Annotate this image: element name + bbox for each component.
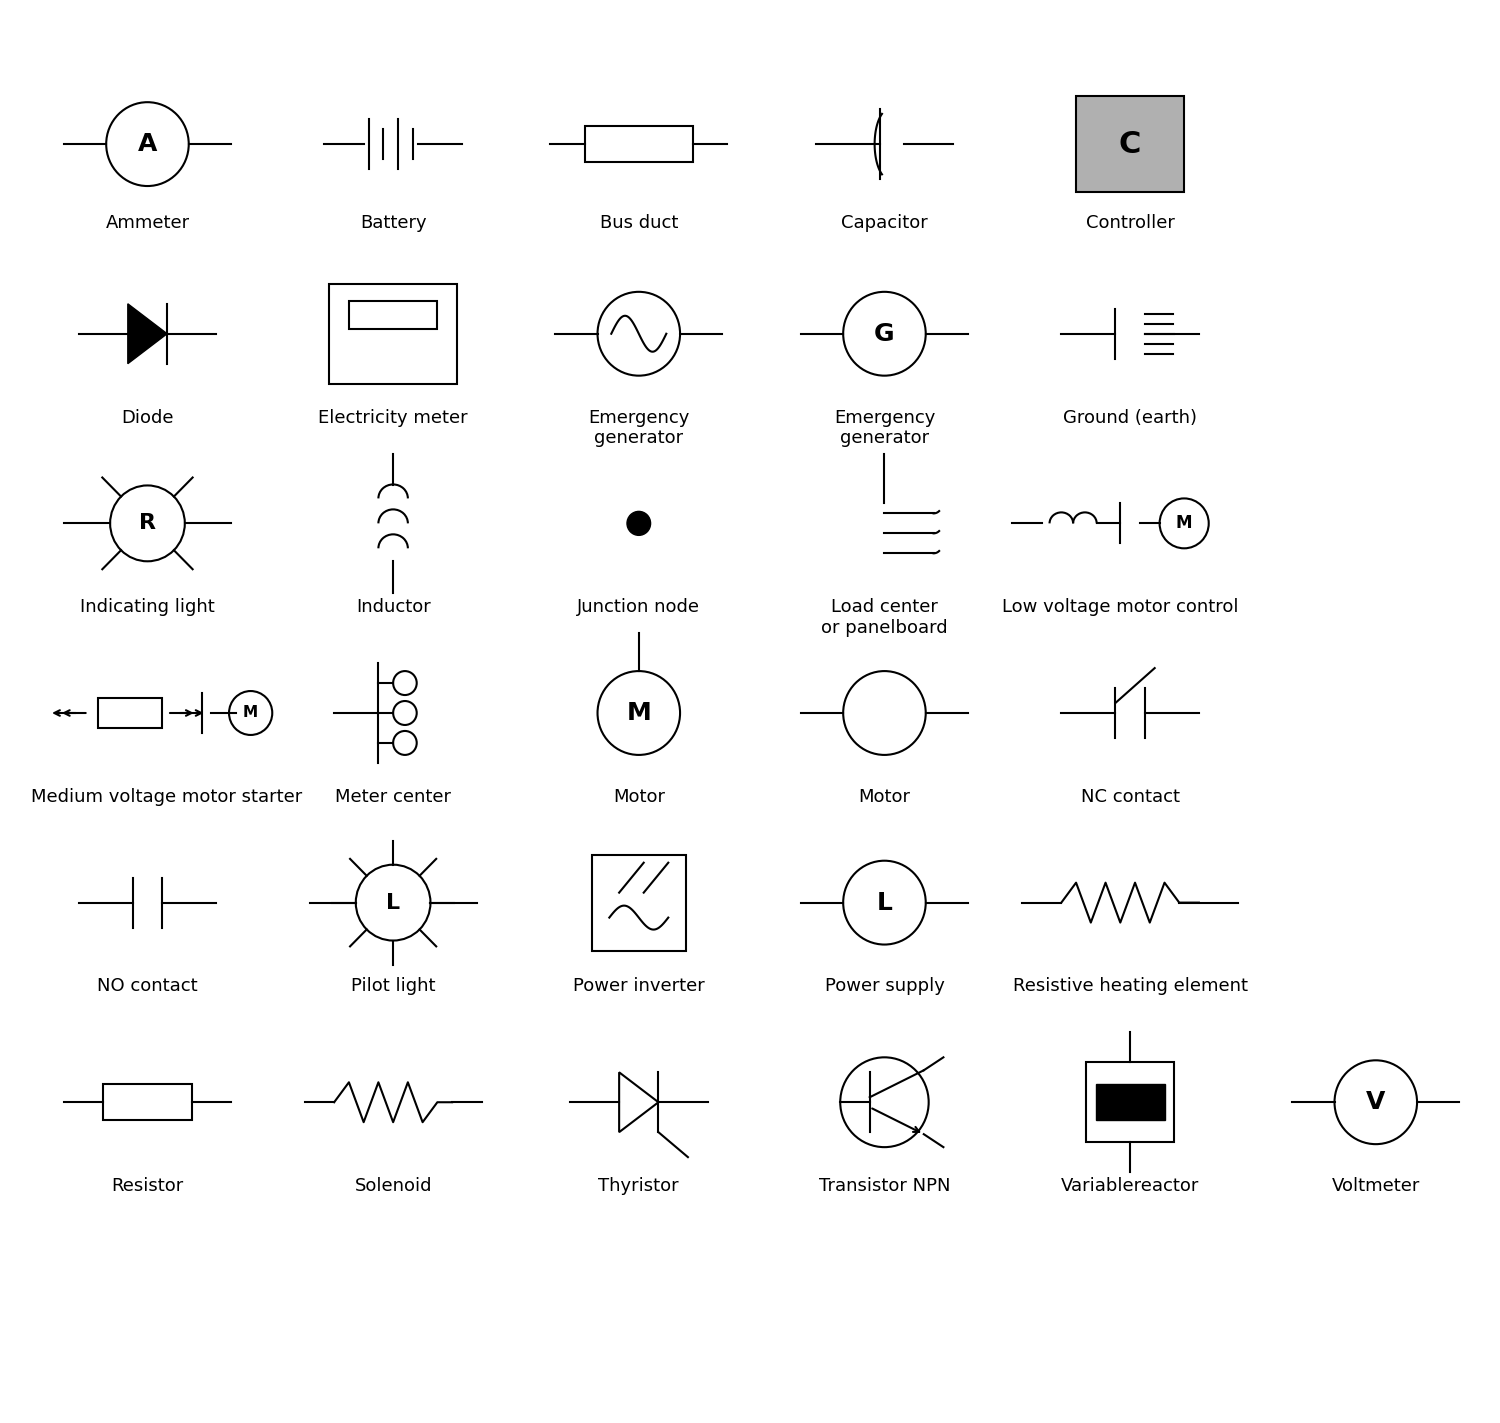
Text: R: R	[140, 514, 156, 534]
Text: Electricity meter: Electricity meter	[318, 408, 468, 427]
Bar	[1095, 1084, 1164, 1120]
Text: V: V	[1366, 1090, 1386, 1114]
Text: M: M	[243, 706, 258, 720]
Text: Low voltage motor control: Low voltage motor control	[1002, 598, 1239, 616]
Text: Junction node: Junction node	[578, 598, 700, 616]
Text: Diode: Diode	[122, 408, 174, 427]
Text: Inductor: Inductor	[356, 598, 430, 616]
Text: Resistive heating element: Resistive heating element	[1013, 978, 1248, 996]
Polygon shape	[620, 1073, 658, 1133]
Text: C: C	[1119, 129, 1142, 158]
Text: Power inverter: Power inverter	[573, 978, 705, 996]
Text: Capacitor: Capacitor	[842, 213, 928, 232]
Text: Indicating light: Indicating light	[80, 598, 214, 616]
Text: Load center
or panelboard: Load center or panelboard	[821, 598, 948, 638]
Text: Transistor NPN: Transistor NPN	[819, 1177, 950, 1195]
Text: Resistor: Resistor	[111, 1177, 183, 1195]
Text: Meter center: Meter center	[334, 788, 452, 805]
Text: Battery: Battery	[360, 213, 426, 232]
Text: Controller: Controller	[1086, 213, 1174, 232]
Bar	[99, 699, 162, 729]
Circle shape	[627, 511, 651, 535]
Bar	[585, 127, 693, 162]
Text: Pilot light: Pilot light	[351, 978, 435, 996]
Bar	[1076, 97, 1184, 192]
Bar	[350, 300, 438, 329]
Text: Bus duct: Bus duct	[600, 213, 678, 232]
Text: Thyristor: Thyristor	[598, 1177, 680, 1195]
Text: L: L	[386, 892, 400, 912]
Text: L: L	[876, 891, 892, 915]
Text: Variablereactor: Variablereactor	[1060, 1177, 1200, 1195]
Bar	[330, 283, 458, 384]
Bar	[104, 1084, 192, 1120]
Polygon shape	[128, 303, 166, 364]
Text: Medium voltage motor starter: Medium voltage motor starter	[32, 788, 303, 805]
Text: Power supply: Power supply	[825, 978, 945, 996]
Text: Voltmeter: Voltmeter	[1332, 1177, 1420, 1195]
Text: M: M	[627, 702, 651, 724]
Text: G: G	[874, 322, 896, 346]
Text: Motor: Motor	[614, 788, 664, 805]
Text: Solenoid: Solenoid	[354, 1177, 432, 1195]
Text: Ground (earth): Ground (earth)	[1064, 408, 1197, 427]
Text: A: A	[138, 132, 158, 157]
Text: M: M	[1176, 514, 1192, 532]
Text: NO contact: NO contact	[98, 978, 198, 996]
Text: Motor: Motor	[858, 788, 910, 805]
Text: Emergency
generator: Emergency generator	[588, 408, 690, 447]
Text: Ammeter: Ammeter	[105, 213, 189, 232]
Text: Emergency
generator: Emergency generator	[834, 408, 934, 447]
Bar	[591, 855, 686, 951]
Bar	[1086, 1063, 1174, 1143]
Text: NC contact: NC contact	[1080, 788, 1179, 805]
